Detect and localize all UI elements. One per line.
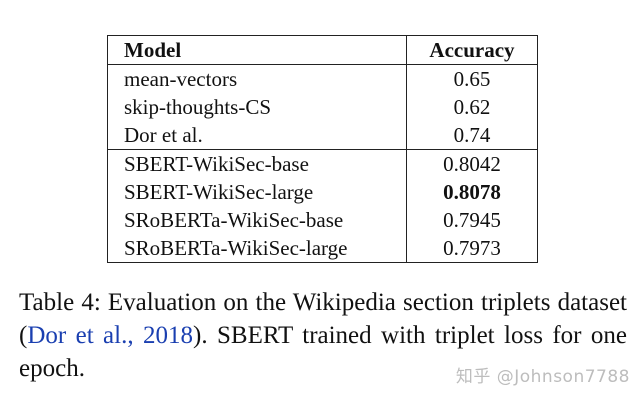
watermark: 知乎 @Johnson7788 bbox=[455, 367, 630, 387]
model-cell: SBERT-WikiSec-large bbox=[107, 178, 407, 206]
model-cell: SBERT-WikiSec-base bbox=[107, 149, 407, 178]
table-row: SRoBERTa-WikiSec-base 0.7945 bbox=[107, 206, 538, 234]
caption-suffix: ). SBERT trained with triplet loss for o… bbox=[19, 322, 627, 382]
accuracy-cell: 0.7945 bbox=[406, 206, 538, 234]
results-table: Model Accuracy mean-vectors 0.65 skip-th… bbox=[107, 35, 538, 263]
model-cell: skip-thoughts-CS bbox=[107, 93, 407, 121]
table-row: SRoBERTa-WikiSec-large 0.7973 bbox=[107, 234, 538, 263]
table-caption: Table 4: Evaluation on the Wikipedia sec… bbox=[19, 286, 627, 385]
table-row: skip-thoughts-CS 0.62 bbox=[107, 93, 538, 121]
header-accuracy: Accuracy bbox=[406, 35, 538, 65]
accuracy-cell: 0.65 bbox=[406, 64, 538, 93]
model-cell: SRoBERTa-WikiSec-large bbox=[107, 234, 407, 263]
accuracy-cell: 0.62 bbox=[406, 93, 538, 121]
accuracy-cell: 0.8042 bbox=[406, 149, 538, 178]
table-row: Dor et al. 0.74 bbox=[107, 121, 538, 150]
table-row: SBERT-WikiSec-large 0.8078 bbox=[107, 178, 538, 206]
accuracy-cell: 0.74 bbox=[406, 121, 538, 150]
header-model: Model bbox=[107, 35, 407, 65]
table-row: SBERT-WikiSec-base 0.8042 bbox=[107, 149, 538, 178]
accuracy-cell-best: 0.8078 bbox=[406, 178, 538, 206]
table-row: mean-vectors 0.65 bbox=[107, 64, 538, 93]
model-cell: SRoBERTa-WikiSec-base bbox=[107, 206, 407, 234]
citation-link[interactable]: Dor et al., 2018 bbox=[27, 322, 194, 349]
baseline-group: mean-vectors 0.65 skip-thoughts-CS 0.62 … bbox=[107, 64, 538, 150]
accuracy-cell: 0.7973 bbox=[406, 234, 538, 263]
sbert-group: SBERT-WikiSec-base 0.8042 SBERT-WikiSec-… bbox=[107, 149, 538, 263]
model-cell: Dor et al. bbox=[107, 121, 407, 150]
model-cell: mean-vectors bbox=[107, 64, 407, 93]
caption-prefix: Table 4: Evaluation on the Wikipedia sec… bbox=[19, 289, 627, 349]
table-header-row: Model Accuracy bbox=[107, 35, 538, 65]
